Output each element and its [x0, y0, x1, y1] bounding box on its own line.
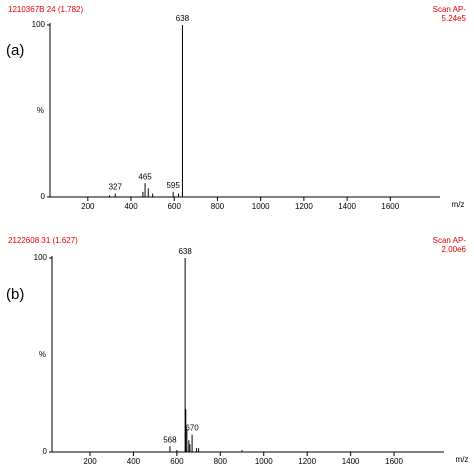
x-tick-label: 400 [124, 202, 138, 211]
x-label: m/z [452, 200, 465, 209]
sample-label: 2122608 31 (1.627) [8, 236, 78, 245]
panel-label: (a) [6, 42, 24, 59]
y-tick-label: 0 [43, 447, 48, 456]
sample-label: 1210367B 24 (1.782) [8, 5, 84, 14]
x-tick-label: 1000 [255, 457, 273, 466]
intensity-label: 2.00e6 [442, 245, 467, 254]
x-tick-label: 1400 [338, 202, 356, 211]
x-tick-label: 800 [214, 457, 228, 466]
x-tick-label: 1200 [295, 202, 313, 211]
x-tick-label: 1600 [385, 457, 403, 466]
x-tick-label: 400 [127, 457, 141, 466]
peak-label: 670 [185, 424, 199, 433]
panel-label: (b) [6, 286, 24, 303]
y-tick-label: 100 [34, 253, 48, 262]
x-tick-label: 1600 [381, 202, 399, 211]
y-tick-label: 0 [41, 192, 46, 201]
intensity-label: 5.24e5 [442, 14, 467, 23]
x-tick-label: 1200 [298, 457, 316, 466]
x-tick-label: 600 [168, 202, 182, 211]
y-label: % [37, 106, 44, 115]
peak-label: 638 [178, 247, 192, 256]
x-tick-label: 200 [81, 202, 95, 211]
x-tick-label: 1000 [252, 202, 270, 211]
x-tick-label: 1400 [342, 457, 360, 466]
y-label: % [39, 350, 46, 359]
peak-label: 638 [176, 14, 190, 23]
x-tick-label: 600 [170, 457, 184, 466]
peak-label: 568 [163, 435, 177, 444]
x-label: m/z [456, 455, 469, 464]
scan-label: Scan AP- [433, 5, 467, 14]
x-tick-label: 800 [211, 202, 225, 211]
peak-label: 465 [138, 172, 152, 181]
y-tick-label: 100 [32, 20, 46, 29]
x-tick-label: 200 [83, 457, 97, 466]
peak-label: 327 [109, 183, 123, 192]
scan-label: Scan AP- [433, 236, 467, 245]
peak-label: 595 [166, 181, 180, 190]
